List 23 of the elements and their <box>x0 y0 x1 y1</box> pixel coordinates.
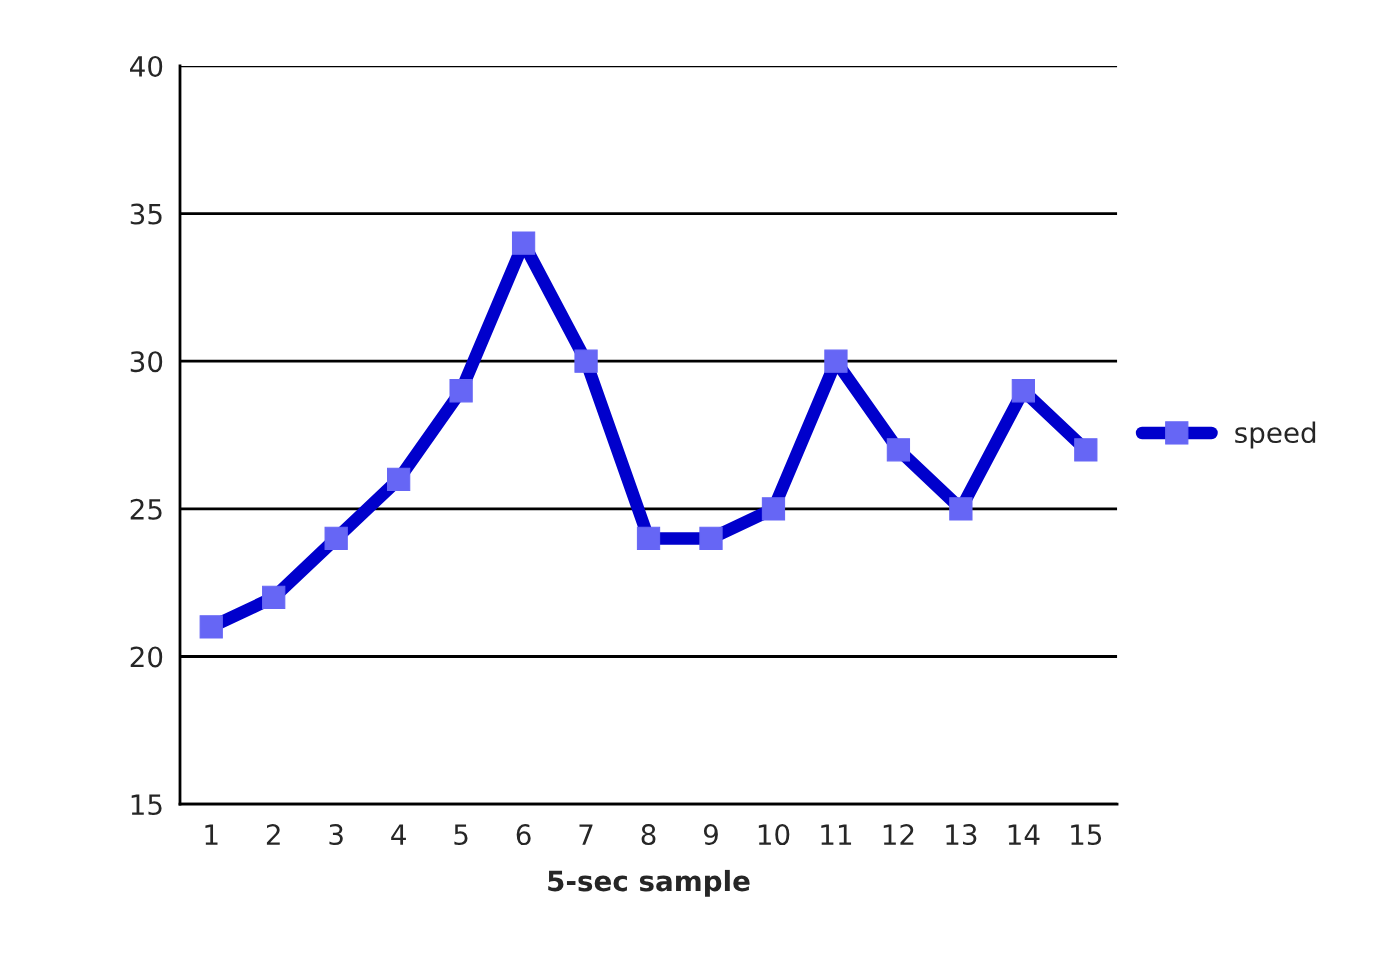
legend-label: speed <box>1235 421 1316 449</box>
x-tick-label: 14 <box>1008 824 1040 845</box>
x-tick-label: 10 <box>758 824 790 846</box>
y-tick-label: 20 <box>130 646 163 668</box>
x-tick-label: 3 <box>329 824 343 846</box>
x-tick-label: 12 <box>883 824 914 845</box>
y-tick-label: 40 <box>130 55 163 77</box>
y-tick-label: 35 <box>130 203 162 225</box>
x-tick-label: 15 <box>1071 824 1102 846</box>
x-axis-title: 5-sec sample <box>548 869 750 897</box>
y-tick-label: 25 <box>130 498 162 520</box>
x-tick-label: 5 <box>454 824 468 846</box>
x-tick-label: 8 <box>641 824 656 846</box>
x-tick-label: 1 <box>205 824 218 845</box>
x-tick-label: 2 <box>266 824 280 845</box>
y-tick-label: 15 <box>131 794 162 816</box>
x-tick-label: 9 <box>703 824 718 846</box>
x-tick-label: 4 <box>391 824 406 845</box>
x-tick-label: 13 <box>946 824 977 846</box>
x-tick-label: 7 <box>579 824 593 845</box>
x-tick-label: 11 <box>821 824 852 845</box>
x-tick-label: 6 <box>516 824 531 846</box>
y-tick-label: 30 <box>130 351 163 373</box>
